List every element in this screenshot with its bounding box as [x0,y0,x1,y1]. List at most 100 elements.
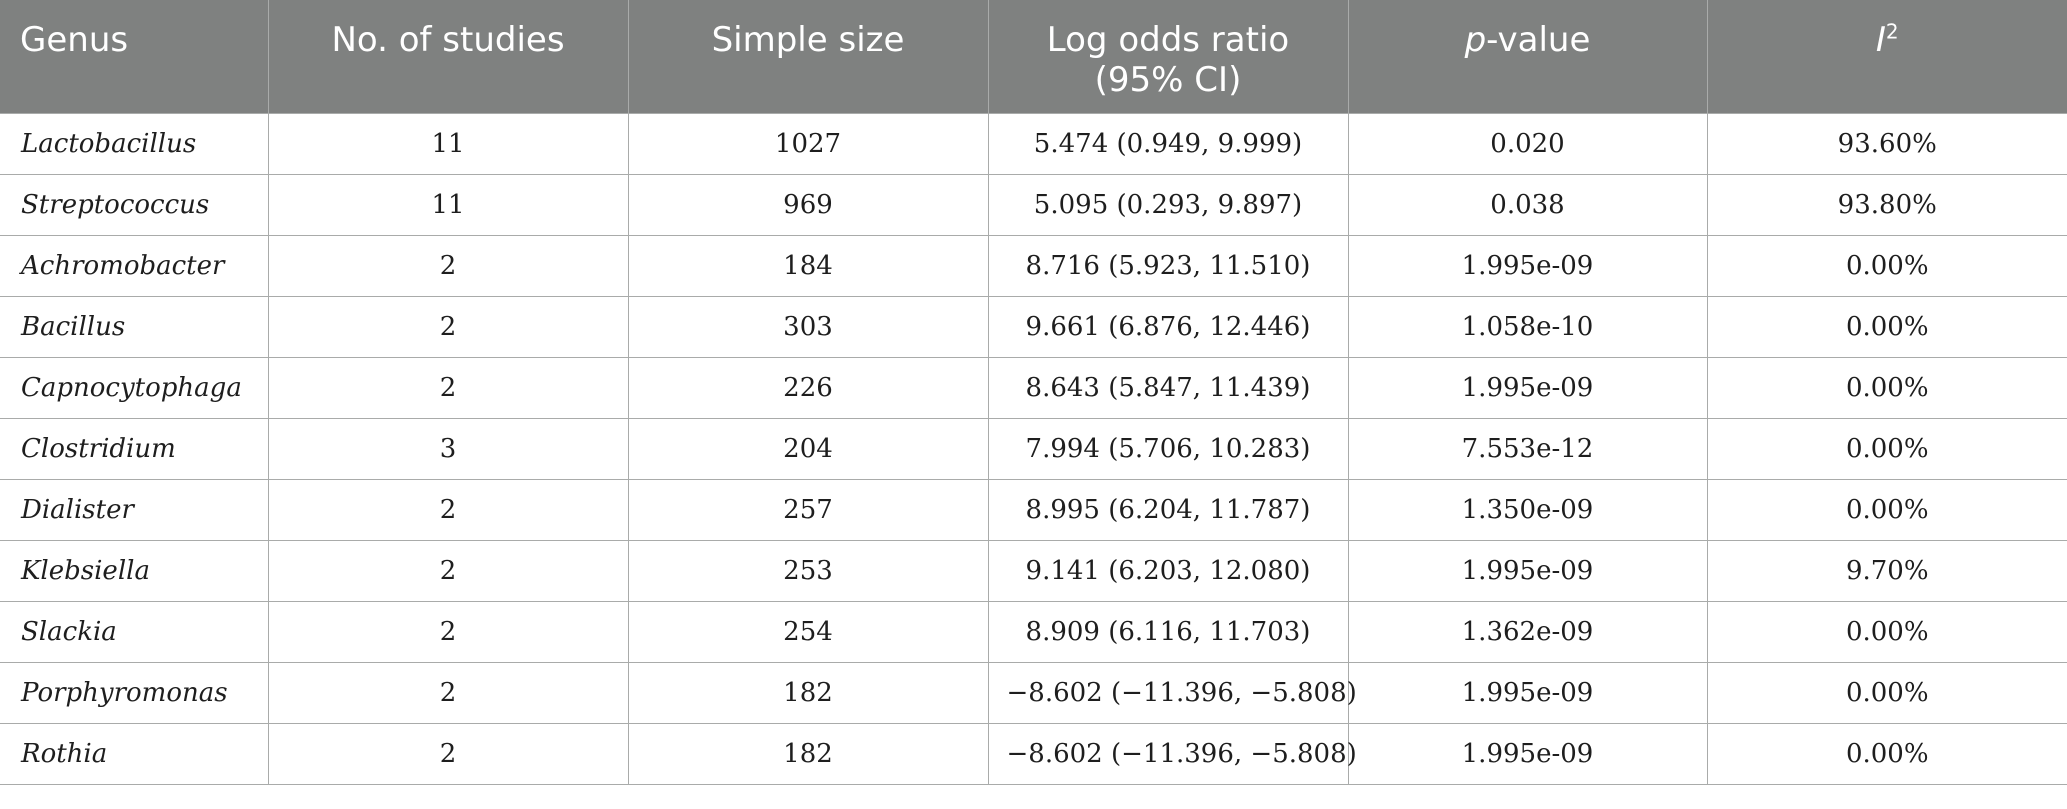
cell-sample-size: 1027 [627,112,989,175]
table-row: Rothia 2 182 −8.602 (−11.396, −5.808) 1.995e… [0,722,2067,785]
cell-i2: 9.70% [1706,539,2067,602]
cell-p-value: 1.362e-09 [1347,600,1708,663]
cell-log-odds: 5.474 (0.949, 9.999) [987,112,1349,175]
header-studies-label: No. of studies [331,20,565,60]
cell-i2: 0.00% [1706,234,2067,297]
table-row: Achromobacter 2 184 8.716 (5.923, 11.510) 1.… [0,234,2067,297]
cell-genus: Clostridium [0,417,269,480]
header-sample-size-label: Simple size [711,20,905,60]
cell-log-odds: 5.095 (0.293, 9.897) [987,173,1349,236]
header-i2-label: I2 [1728,0,2048,60]
cell-sample-size: 303 [627,295,989,358]
cell-studies: 11 [267,173,629,236]
cell-studies: 2 [267,722,629,785]
cell-p-value: 1.350e-09 [1347,478,1708,541]
cell-log-odds: 7.994 (5.706, 10.283) [987,417,1349,480]
header-genus-label: Genus [20,20,129,60]
cell-i2: 0.00% [1706,661,2067,724]
header-i2-base: I [1875,20,1886,60]
header-log-odds-label: Log odds ratio (95% CI) [1009,0,1328,100]
cell-i2: 93.60% [1706,112,2067,175]
cell-studies: 2 [267,356,629,419]
cell-log-odds: −8.602 (−11.396, −5.808) [987,722,1357,785]
table-row: Lactobacillus 11 1027 5.474 (0.949, 9.999) 0… [0,112,2067,175]
cell-log-odds: 8.909 (6.116, 11.703) [987,600,1349,663]
header-p-value-italic: p [1464,20,1487,60]
cell-p-value: 1.995e-09 [1347,539,1708,602]
cell-sample-size: 254 [627,600,989,663]
cell-sample-size: 226 [627,356,989,419]
cell-i2: 0.00% [1706,417,2067,480]
table-row: Bacillus 2 303 9.661 (6.876, 12.446) 1.058e-… [0,295,2067,358]
cell-p-value: 7.553e-12 [1347,417,1708,480]
table-row: Klebsiella 2 253 9.141 (6.203, 12.080) 1.995… [0,539,2067,602]
header-i2: I2 [1706,0,2067,113]
cell-sample-size: 253 [627,539,989,602]
cell-genus: Achromobacter [0,234,269,297]
cell-p-value: 0.038 [1347,173,1708,236]
cell-log-odds: 9.661 (6.876, 12.446) [987,295,1349,358]
genus-meta-analysis-table: Genus No. of studies Simple size Log odd… [0,0,2067,785]
cell-log-odds: −8.602 (−11.396, −5.808) [987,661,1357,724]
cell-p-value: 1.995e-09 [1347,722,1708,785]
cell-i2: 0.00% [1706,600,2067,663]
cell-studies: 2 [267,661,629,724]
table-row: Slackia 2 254 8.909 (6.116, 11.703) 1.362e-0… [0,600,2067,663]
cell-log-odds: 8.995 (6.204, 11.787) [987,478,1349,541]
cell-genus: Bacillus [0,295,269,358]
cell-p-value: 1.995e-09 [1347,234,1708,297]
cell-i2: 0.00% [1706,356,2067,419]
cell-i2: 0.00% [1706,478,2067,541]
table-row: Streptococcus 11 969 5.095 (0.293, 9.897) 0.… [0,173,2067,236]
header-sample-size: Simple size [627,0,989,113]
cell-p-value: 1.058e-10 [1347,295,1708,358]
cell-studies: 2 [267,539,629,602]
cell-genus: Capnocytophaga [0,356,269,419]
cell-sample-size: 257 [627,478,989,541]
table-header: Genus No. of studies Simple size Log odd… [0,0,2067,113]
cell-sample-size: 184 [627,234,989,297]
cell-studies: 3 [267,417,629,480]
cell-genus: Dialister [0,478,269,541]
cell-genus: Slackia [0,600,269,663]
header-log-odds-line2: (95% CI) [1094,60,1242,100]
cell-log-odds: 8.716 (5.923, 11.510) [987,234,1349,297]
cell-studies: 2 [267,234,629,297]
cell-genus: Klebsiella [0,539,269,602]
cell-sample-size: 969 [627,173,989,236]
cell-i2: 93.80% [1706,173,2067,236]
header-p-value-label: p-value [1369,0,1687,60]
cell-p-value: 1.995e-09 [1347,356,1708,419]
header-log-odds: Log odds ratio (95% CI) [987,0,1349,113]
header-row: Genus No. of studies Simple size Log odd… [0,0,2067,113]
table-row: Clostridium 3 204 7.994 (5.706, 10.283) 7.55… [0,417,2067,480]
cell-studies: 2 [267,600,629,663]
cell-genus: Streptococcus [0,173,269,236]
cell-p-value: 1.995e-09 [1347,661,1708,724]
cell-studies: 2 [267,478,629,541]
cell-sample-size: 204 [627,417,989,480]
cell-i2: 0.00% [1706,295,2067,358]
cell-log-odds: 9.141 (6.203, 12.080) [987,539,1349,602]
cell-sample-size: 182 [627,722,989,785]
results-table-container: Genus No. of studies Simple size Log odd… [0,0,2067,785]
cell-studies: 11 [267,112,629,175]
header-studies: No. of studies [267,0,629,113]
header-i2-superscript: 2 [1885,19,1899,44]
table-row: Dialister 2 257 8.995 (6.204, 11.787) 1.350e… [0,478,2067,541]
cell-p-value: 0.020 [1347,112,1708,175]
cell-studies: 2 [267,295,629,358]
header-p-value-rest: -value [1486,20,1591,60]
cell-genus: Porphyromonas [0,661,269,724]
header-p-value: p-value [1347,0,1708,113]
cell-genus: Lactobacillus [0,112,269,175]
table-row: Porphyromonas 2 182 −8.602 (−11.396, −5.808… [0,661,2067,724]
table-row: Capnocytophaga 2 226 8.643 (5.847, 11.439) 1… [0,356,2067,419]
cell-i2: 0.00% [1706,722,2067,785]
table-body: Lactobacillus 11 1027 5.474 (0.949, 9.999) 0… [0,112,2067,785]
cell-log-odds: 8.643 (5.847, 11.439) [987,356,1349,419]
header-log-odds-line1: Log odds ratio [1046,20,1290,60]
header-genus: Genus [0,0,269,113]
cell-genus: Rothia [0,722,269,785]
cell-sample-size: 182 [627,661,989,724]
